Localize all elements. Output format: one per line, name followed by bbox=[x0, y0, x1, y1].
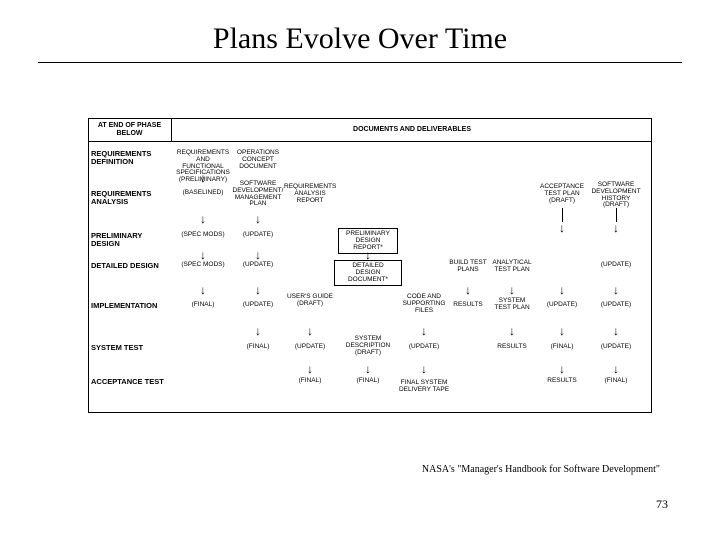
phase-label: DETAILED DESIGN bbox=[91, 262, 171, 270]
phase-label: IMPLEMENTATION bbox=[91, 302, 171, 310]
doc-cell: (UPDATE) bbox=[596, 302, 636, 309]
down-arrow-icon: ↓ bbox=[363, 363, 373, 375]
down-arrow-icon: ↓ bbox=[463, 284, 473, 296]
doc-cell: SYSTEM DESCRIPTION (DRAFT) bbox=[343, 336, 393, 356]
doc-cell: (FINAL) bbox=[240, 344, 276, 351]
doc-cell: FINAL SYSTEM DELIVERY TAPE bbox=[397, 380, 451, 394]
down-arrow-icon: ↓ bbox=[253, 284, 263, 296]
doc-cell: DETAILED DESIGN DOCUMENT* bbox=[334, 260, 402, 286]
doc-cell: SYSTEM TEST PLAN bbox=[490, 298, 534, 312]
down-arrow-icon: ↓ bbox=[611, 363, 621, 375]
doc-cell: CODE AND SUPPORTING FILES bbox=[400, 294, 448, 314]
phase-label: ACCEPTANCE TEST bbox=[91, 378, 171, 386]
down-arrow-icon: ↓ bbox=[557, 325, 567, 337]
down-arrow-icon: ↓ bbox=[507, 284, 517, 296]
down-arrow-icon: ↓ bbox=[305, 325, 315, 337]
doc-cell: RESULTS bbox=[492, 344, 532, 351]
doc-cell: (UPDATE) bbox=[238, 262, 278, 269]
phase-label: REQUIREMENTS DEFINITION bbox=[91, 150, 171, 166]
doc-cell: (FINAL) bbox=[598, 378, 634, 385]
down-arrow-icon: ↓ bbox=[253, 249, 263, 261]
down-arrow-icon: ↓ bbox=[253, 325, 263, 337]
doc-cell: (UPDATE) bbox=[596, 344, 636, 351]
down-arrow-icon: ↓ bbox=[557, 284, 567, 296]
down-arrow-icon: ↓ bbox=[611, 325, 621, 337]
doc-cell: (SPEC MODS) bbox=[180, 262, 226, 269]
doc-cell: ANALYTICAL TEST PLAN bbox=[489, 260, 535, 274]
down-arrow-icon: ↓ bbox=[363, 249, 373, 261]
arrow-stem bbox=[616, 208, 617, 222]
down-arrow-icon: ↓ bbox=[507, 325, 517, 337]
doc-cell: (SPEC MODS) bbox=[180, 232, 226, 239]
down-arrow-icon: ↓ bbox=[419, 363, 429, 375]
phase-label: PRELIMINARY DESIGN bbox=[91, 232, 171, 248]
down-arrow-icon: ↓ bbox=[557, 363, 567, 375]
citation-text: NASA's "Manager's Handbook for Software … bbox=[422, 464, 660, 475]
down-arrow-icon: ↓ bbox=[611, 284, 621, 296]
doc-cell: (BASELINED) bbox=[180, 190, 226, 197]
arrow-stem bbox=[562, 208, 563, 222]
doc-cell: (UPDATE) bbox=[404, 344, 444, 351]
down-arrow-icon: ↓ bbox=[198, 284, 208, 296]
doc-cell: (UPDATE) bbox=[596, 262, 636, 269]
doc-cell: SOFTWARE DEVELOPMENT HISTORY (DRAFT) bbox=[590, 182, 642, 209]
doc-cell: OPERATIONS CONCEPT DOCUMENT bbox=[234, 150, 282, 170]
doc-cell: (UPDATE) bbox=[238, 232, 278, 239]
header-docs: DOCUMENTS AND DELIVERABLES bbox=[172, 118, 652, 142]
doc-cell: (FINAL) bbox=[544, 344, 580, 351]
doc-cell: RESULTS bbox=[448, 302, 488, 309]
doc-cell: (UPDATE) bbox=[290, 344, 330, 351]
down-arrow-icon: ↓ bbox=[557, 222, 567, 234]
phase-label: SYSTEM TEST bbox=[91, 344, 171, 352]
doc-cell: (FINAL) bbox=[292, 378, 328, 385]
doc-cell: USER'S GUIDE (DRAFT) bbox=[285, 294, 335, 308]
evolution-diagram: AT END OF PHASE BELOW DOCUMENTS AND DELI… bbox=[88, 118, 652, 413]
down-arrow-icon: ↓ bbox=[611, 222, 621, 234]
doc-cell: ACCEPTANCE TEST PLAN (DRAFT) bbox=[538, 184, 586, 204]
doc-cell: (FINAL) bbox=[185, 302, 221, 309]
doc-cell: SOFTWARE DEVELOPMENT/ MANAGEMENT PLAN bbox=[231, 181, 285, 208]
down-arrow-icon: ↓ bbox=[305, 363, 315, 375]
page-number: 73 bbox=[656, 497, 668, 512]
doc-cell: (UPDATE) bbox=[238, 302, 278, 309]
slide-title: Plans Evolve Over Time bbox=[0, 0, 720, 62]
doc-cell: (UPDATE) bbox=[542, 302, 582, 309]
doc-cell: (FINAL) bbox=[350, 378, 386, 385]
down-arrow-icon: ↓ bbox=[198, 249, 208, 261]
doc-cell: RESULTS bbox=[542, 378, 582, 385]
header-phase: AT END OF PHASE BELOW bbox=[88, 118, 172, 142]
down-arrow-icon: ↓ bbox=[253, 213, 263, 225]
slide: Plans Evolve Over Time AT END OF PHASE B… bbox=[0, 0, 720, 540]
down-arrow-icon: ↓ bbox=[419, 325, 429, 337]
down-arrow-icon: ↓ bbox=[198, 172, 208, 184]
doc-cell: BUILD TEST PLANS bbox=[446, 260, 490, 274]
title-underline bbox=[38, 62, 682, 63]
down-arrow-icon: ↓ bbox=[198, 213, 208, 225]
doc-cell: REQUIREMENTS ANALYSIS REPORT bbox=[284, 184, 336, 204]
phase-label: REQUIREMENTS ANALYSIS bbox=[91, 190, 171, 206]
